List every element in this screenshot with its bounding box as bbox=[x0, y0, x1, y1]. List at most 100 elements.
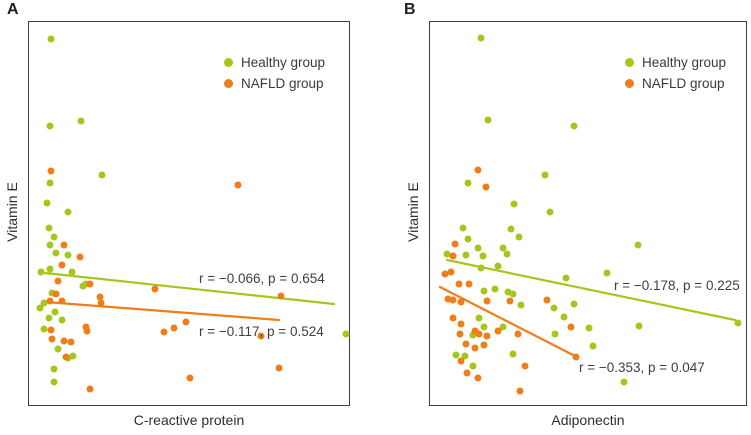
nafld-data-point bbox=[516, 387, 524, 395]
nafld-data-point bbox=[275, 364, 283, 372]
healthy-data-point bbox=[48, 289, 56, 297]
panel-b-letter: B bbox=[404, 1, 417, 18]
nafld-data-point bbox=[521, 362, 529, 370]
legend-label-healthy: Healthy group bbox=[642, 55, 727, 70]
nafld-data-point bbox=[567, 323, 575, 331]
panel-b-y-axis-label: Vitamin E bbox=[405, 182, 421, 242]
healthy-data-point bbox=[570, 300, 578, 308]
healthy-data-point bbox=[462, 251, 470, 259]
healthy-data-point bbox=[69, 352, 77, 360]
healthy-data-point bbox=[469, 331, 477, 339]
healthy-data-point bbox=[46, 122, 54, 130]
nafld-data-point bbox=[572, 353, 580, 361]
panel-a-x-axis-label: C-reactive protein bbox=[133, 412, 245, 428]
healthy-data-point bbox=[515, 233, 523, 241]
nafld-data-point bbox=[160, 328, 168, 336]
panel-b-healthy-correlation-annotation: r = −0.178, p = 0.225 bbox=[614, 278, 740, 293]
healthy-data-point bbox=[52, 249, 60, 257]
legend-label-healthy: Healthy group bbox=[241, 55, 326, 70]
healthy-data-point bbox=[507, 225, 515, 233]
panel-a-letter: A bbox=[7, 1, 20, 18]
healthy-data-point bbox=[452, 351, 460, 359]
nafld-data-point bbox=[186, 374, 194, 382]
nafld-data-point bbox=[543, 296, 551, 304]
nafld-data-point bbox=[444, 295, 452, 303]
nafld-data-point bbox=[257, 332, 265, 340]
panel-b-legend: Healthy group NAFLD group bbox=[625, 55, 726, 91]
healthy-data-point bbox=[551, 330, 559, 338]
legend-item-healthy: Healthy group bbox=[625, 55, 726, 70]
nafld-data-point bbox=[475, 330, 483, 338]
healthy-data-point bbox=[342, 330, 350, 338]
nafld-data-point bbox=[67, 338, 75, 346]
nafld-data-point bbox=[465, 280, 473, 288]
nafld-data-point bbox=[47, 167, 55, 175]
nafld-data-point bbox=[58, 297, 66, 305]
nafld-data-point bbox=[54, 277, 62, 285]
healthy-data-point bbox=[499, 244, 507, 252]
healthy-data-point bbox=[98, 171, 106, 179]
healthy-data-point bbox=[43, 199, 51, 207]
healthy-data-point bbox=[503, 250, 511, 258]
healthy-data-point bbox=[50, 233, 58, 241]
healthy-data-point bbox=[477, 34, 485, 42]
nafld-data-point bbox=[474, 374, 482, 382]
healthy-data-point bbox=[480, 287, 488, 295]
nafld-data-point bbox=[86, 280, 94, 288]
healthy-data-point bbox=[474, 244, 482, 252]
healthy-trend-line bbox=[445, 258, 737, 322]
nafld-data-point bbox=[82, 323, 90, 331]
nafld-data-point bbox=[514, 330, 522, 338]
legend-label-nafld: NAFLD group bbox=[642, 76, 725, 91]
nafld-data-point bbox=[494, 327, 502, 335]
nafld-data-point bbox=[463, 369, 471, 377]
healthy-data-point bbox=[480, 323, 488, 331]
healthy-group-dot-icon bbox=[224, 58, 233, 67]
nafld-data-point bbox=[62, 353, 70, 361]
healthy-data-point bbox=[64, 208, 72, 216]
nafld-data-point bbox=[441, 270, 449, 278]
healthy-data-point bbox=[45, 314, 53, 322]
healthy-data-point bbox=[603, 269, 611, 277]
nafld-data-point bbox=[483, 297, 491, 305]
healthy-data-point bbox=[475, 314, 483, 322]
nafld-group-dot-icon bbox=[625, 79, 634, 88]
healthy-group-dot-icon bbox=[625, 58, 634, 67]
healthy-data-point bbox=[50, 365, 58, 373]
healthy-data-point bbox=[589, 342, 597, 350]
nafld-data-point bbox=[483, 332, 491, 340]
nafld-data-point bbox=[47, 326, 55, 334]
nafld-data-point bbox=[60, 337, 68, 345]
healthy-data-point bbox=[46, 265, 54, 273]
healthy-data-point bbox=[504, 288, 512, 296]
healthy-data-point bbox=[635, 322, 643, 330]
healthy-data-point bbox=[510, 200, 518, 208]
healthy-data-point bbox=[585, 324, 593, 332]
panel-b-plot-area: Healthy group NAFLD group r = −0.178, p … bbox=[429, 21, 747, 406]
healthy-data-point bbox=[494, 262, 502, 270]
panel-a-legend: Healthy group NAFLD group bbox=[224, 55, 325, 91]
nafld-data-point bbox=[451, 240, 459, 248]
healthy-data-point bbox=[469, 362, 477, 370]
nafld-data-point bbox=[462, 340, 470, 348]
nafld-data-point bbox=[471, 327, 479, 335]
healthy-data-point bbox=[499, 323, 507, 331]
healthy-data-point bbox=[37, 268, 45, 276]
nafld-data-point bbox=[58, 261, 66, 269]
nafld-data-point bbox=[234, 181, 242, 189]
nafld-trend-line bbox=[44, 300, 281, 322]
healthy-data-point bbox=[484, 116, 492, 124]
healthy-data-point bbox=[477, 264, 485, 272]
nafld-data-point bbox=[76, 253, 84, 261]
nafld-data-point bbox=[97, 299, 105, 307]
healthy-data-point bbox=[40, 325, 48, 333]
nafld-data-point bbox=[52, 290, 60, 298]
healthy-data-point bbox=[491, 285, 499, 293]
legend-label-nafld: NAFLD group bbox=[241, 76, 324, 91]
nafld-data-point bbox=[474, 166, 482, 174]
nafld-data-point bbox=[449, 314, 457, 322]
healthy-data-point bbox=[54, 345, 62, 353]
panel-a-trend-lines bbox=[43, 271, 336, 322]
nafld-data-point bbox=[449, 296, 457, 304]
